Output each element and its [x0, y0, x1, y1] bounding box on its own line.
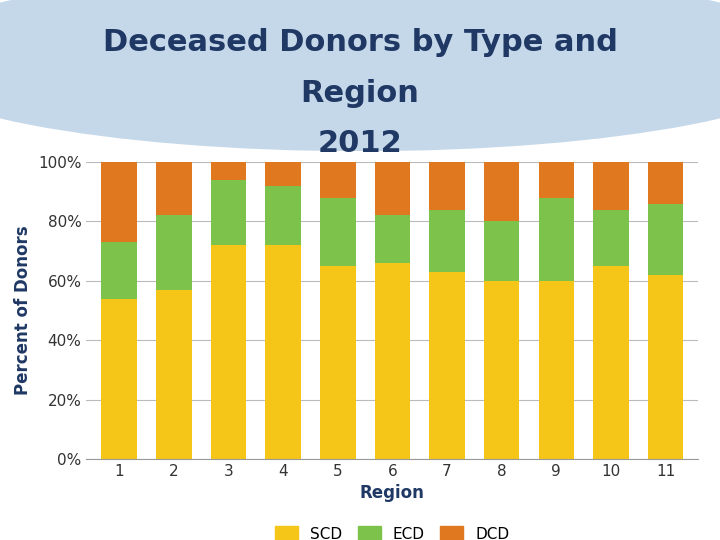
- Bar: [429, 210, 465, 272]
- Bar: [320, 266, 356, 459]
- X-axis label: Region: Region: [360, 484, 425, 502]
- Bar: [539, 281, 574, 459]
- Bar: [266, 245, 301, 459]
- Y-axis label: Percent of Donors: Percent of Donors: [14, 226, 32, 395]
- Text: Deceased Donors by Type and: Deceased Donors by Type and: [102, 28, 618, 57]
- Bar: [484, 221, 519, 281]
- Bar: [211, 162, 246, 180]
- Bar: [593, 162, 629, 210]
- Bar: [648, 275, 683, 459]
- Ellipse shape: [0, 0, 720, 151]
- Bar: [156, 215, 192, 289]
- Bar: [374, 215, 410, 263]
- Bar: [156, 162, 192, 215]
- Bar: [374, 162, 410, 215]
- Text: 2012: 2012: [318, 129, 402, 158]
- Bar: [539, 198, 574, 281]
- Text: Region: Region: [300, 79, 420, 108]
- Bar: [266, 186, 301, 245]
- Bar: [102, 299, 137, 459]
- Bar: [593, 266, 629, 459]
- Bar: [102, 242, 137, 299]
- Legend: SCD, ECD, DCD: SCD, ECD, DCD: [269, 520, 516, 540]
- Bar: [374, 263, 410, 459]
- Bar: [648, 204, 683, 275]
- Bar: [320, 162, 356, 198]
- Bar: [102, 162, 137, 242]
- Bar: [266, 162, 301, 186]
- Bar: [484, 162, 519, 221]
- Bar: [320, 198, 356, 266]
- Bar: [648, 162, 683, 204]
- Bar: [429, 272, 465, 459]
- Bar: [156, 289, 192, 459]
- Bar: [539, 162, 574, 198]
- Bar: [484, 281, 519, 459]
- Bar: [211, 180, 246, 245]
- Bar: [429, 162, 465, 210]
- Bar: [593, 210, 629, 266]
- Bar: [211, 245, 246, 459]
